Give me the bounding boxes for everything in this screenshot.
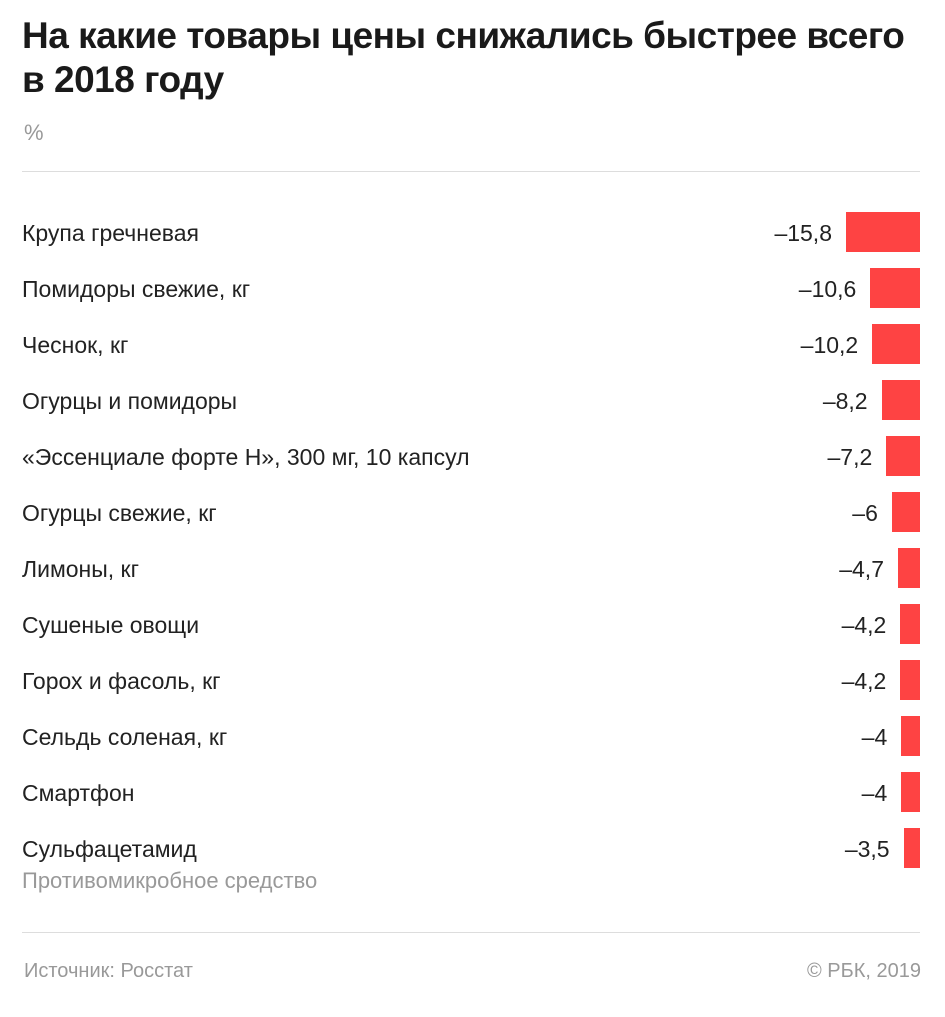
bar <box>870 268 920 308</box>
category-label: Смартфон <box>22 780 135 806</box>
bar <box>900 660 920 700</box>
category-label: Сушеные овощи <box>22 612 200 638</box>
category-label: Чеснок, кг <box>22 332 129 358</box>
chart-title: На какие товары цены снижались быстрее в… <box>22 15 905 100</box>
bar <box>903 828 920 868</box>
top-divider <box>22 171 920 172</box>
value-label: –4,7 <box>839 556 884 582</box>
category-label: Крупа гречневая <box>22 220 199 246</box>
value-label: –10,2 <box>800 332 859 358</box>
category-label: Лимоны, кг <box>22 556 140 582</box>
category-label: Горох и фасоль, кг <box>22 668 221 694</box>
value-label: –4 <box>861 780 888 806</box>
category-label: Огурцы и помидоры <box>22 388 238 414</box>
value-label: –4 <box>861 724 888 750</box>
value-label: –4,2 <box>841 668 887 694</box>
bar <box>872 324 920 364</box>
unit-label: % <box>24 120 44 145</box>
value-label: –4,2 <box>841 612 887 638</box>
bar <box>897 548 920 588</box>
bar <box>901 716 920 756</box>
source-note: Источник: Росстат <box>24 960 193 982</box>
category-label: Сельдь соленая, кг <box>22 724 228 750</box>
value-label: –7,2 <box>827 444 873 470</box>
bottom-divider <box>22 932 920 933</box>
value-label: –3,5 <box>844 836 890 862</box>
bar <box>881 380 920 420</box>
category-label: Сульфацетамид <box>22 836 197 862</box>
value-label: –10,6 <box>798 276 857 302</box>
bar <box>901 772 920 812</box>
value-label: –15,8 <box>774 220 832 246</box>
bar <box>846 212 920 252</box>
category-label: Огурцы свежие, кг <box>22 500 217 526</box>
bar <box>900 604 920 644</box>
category-label: Помидоры свежие, кг <box>22 276 251 302</box>
bar <box>891 492 920 532</box>
value-label: –6 <box>852 500 878 526</box>
bar <box>886 436 920 476</box>
category-subtitle: Противомикробное средство <box>22 868 318 893</box>
value-label: –8,2 <box>822 388 868 414</box>
copyright: © РБК, 2019 <box>806 960 921 982</box>
category-label: «Эссенциале форте Н», 300 мг, 10 капсул <box>22 444 470 470</box>
